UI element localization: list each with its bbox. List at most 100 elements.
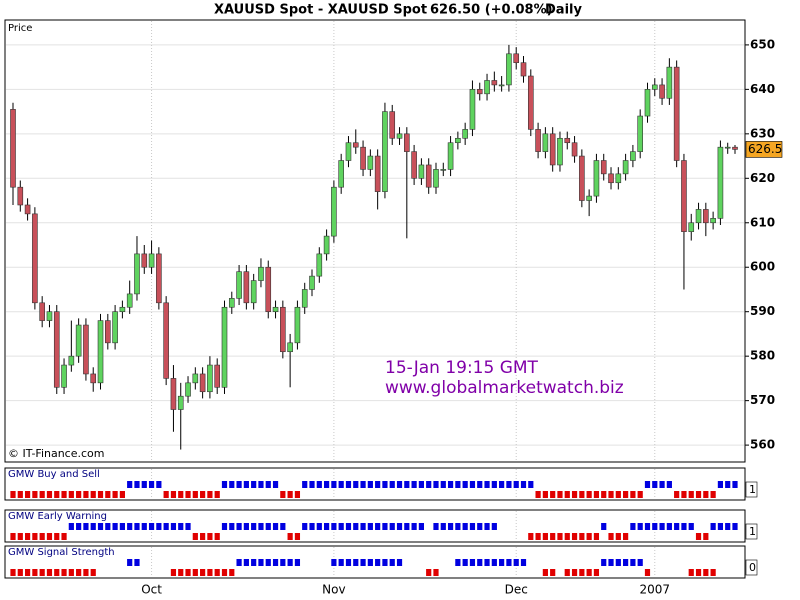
- candle-body: [659, 84, 665, 99]
- candle-body: [214, 364, 221, 388]
- signal-square: [615, 559, 621, 566]
- signal-square: [170, 523, 177, 530]
- signal-square: [484, 559, 490, 566]
- signal-square: [331, 481, 337, 488]
- signal-square: [360, 559, 366, 566]
- candle-body: [557, 137, 563, 166]
- signal-square: [703, 533, 709, 540]
- signal-square: [76, 491, 82, 498]
- candle-body: [83, 324, 89, 375]
- candle-body: [170, 378, 177, 410]
- signal-square: [331, 559, 337, 566]
- candle-body: [352, 142, 359, 148]
- candle-body: [651, 84, 658, 90]
- signal-square: [520, 559, 527, 566]
- signal-square: [68, 491, 74, 498]
- candle-body: [24, 204, 31, 215]
- signal-square: [644, 569, 651, 576]
- x-tick-label: Oct: [141, 583, 162, 597]
- signal-square: [462, 559, 468, 566]
- signal-square: [659, 481, 665, 488]
- candle-body: [527, 75, 534, 130]
- candle-body: [476, 89, 483, 95]
- signal-square: [586, 569, 592, 576]
- panel-label: Price: [8, 23, 32, 34]
- y-tick-label: 610: [750, 215, 775, 229]
- signal-square: [90, 491, 96, 498]
- signal-square: [601, 491, 607, 498]
- signal-square: [564, 533, 570, 540]
- signal-square: [243, 559, 249, 566]
- candle-body: [228, 298, 235, 308]
- candle-body: [338, 160, 344, 188]
- candle-body: [309, 275, 315, 290]
- candle-body: [141, 253, 148, 268]
- signal-square: [644, 481, 651, 488]
- annotation: 15-Jan 19:15 GMT: [385, 358, 539, 378]
- candle-body: [418, 164, 425, 179]
- signal-square: [447, 523, 454, 530]
- x-tick-label: Nov: [322, 583, 345, 597]
- signal-square: [484, 523, 490, 530]
- signal-square: [97, 491, 104, 498]
- signal-square: [469, 481, 476, 488]
- candle-body: [491, 80, 498, 86]
- signal-square: [24, 569, 31, 576]
- signal-square: [396, 523, 403, 530]
- signal-square: [243, 523, 249, 530]
- signal-square: [550, 491, 556, 498]
- period: Daily: [545, 3, 582, 18]
- signal-square: [389, 523, 395, 530]
- signal-square: [484, 481, 490, 488]
- signal-square: [54, 533, 60, 540]
- signal-square: [178, 523, 184, 530]
- signal-square: [623, 491, 629, 498]
- candle-body: [97, 320, 104, 384]
- signal-square: [17, 491, 23, 498]
- signal-square: [462, 481, 468, 488]
- signal-square: [323, 481, 330, 488]
- candle-body: [236, 271, 242, 299]
- signal-square: [119, 523, 125, 530]
- signal-square: [601, 523, 607, 530]
- signal-square: [477, 523, 483, 530]
- candle-body: [112, 311, 118, 344]
- signal-square: [163, 491, 169, 498]
- candle-body: [447, 142, 454, 170]
- signal-square: [404, 481, 410, 488]
- signal-square: [477, 481, 483, 488]
- candle-body: [695, 209, 702, 224]
- signal-square: [280, 559, 286, 566]
- signal-square: [630, 491, 636, 498]
- y-tick-label: 630: [750, 126, 775, 140]
- signal-square: [528, 533, 534, 540]
- candle-body: [53, 311, 60, 388]
- signal-square: [491, 481, 497, 488]
- signal-square: [375, 559, 381, 566]
- signal-square: [593, 533, 600, 540]
- signal-square: [579, 533, 585, 540]
- candle-body: [177, 395, 184, 410]
- signal-square: [469, 559, 476, 566]
- signal-square: [681, 491, 687, 498]
- signal-square: [141, 481, 147, 488]
- signal-square: [710, 523, 716, 530]
- candle-body: [564, 137, 571, 144]
- signal-square: [127, 481, 133, 488]
- signal-square: [76, 523, 82, 530]
- signal-square: [338, 523, 344, 530]
- y-tick-label: 640: [750, 82, 775, 96]
- signal-square: [10, 533, 16, 540]
- signal-square: [97, 523, 104, 530]
- signal-square: [564, 491, 570, 498]
- value-box: [745, 523, 758, 540]
- signal-square: [10, 491, 16, 498]
- signal-square: [535, 533, 541, 540]
- signal-square: [112, 491, 118, 498]
- signal-square: [156, 523, 162, 530]
- candle-body: [688, 222, 695, 232]
- signal-square: [309, 481, 315, 488]
- candle-body: [710, 218, 716, 224]
- price-panel: [4, 19, 746, 463]
- signal-square: [630, 523, 636, 530]
